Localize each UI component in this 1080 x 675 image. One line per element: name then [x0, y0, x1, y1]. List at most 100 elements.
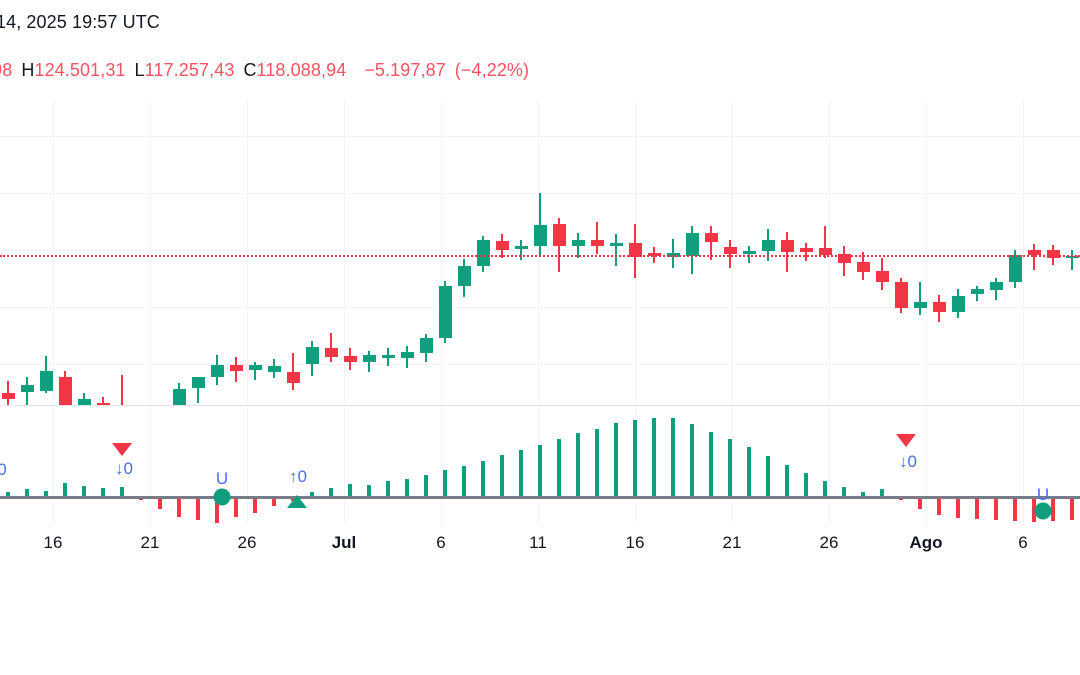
candle — [39, 100, 53, 405]
x-axis-tick-label: 21 — [140, 533, 160, 552]
candle — [932, 100, 946, 405]
candle-body — [609, 243, 623, 246]
candle-body — [1065, 256, 1079, 258]
current-price-line — [0, 255, 1080, 257]
gridline-vertical — [441, 100, 442, 405]
histogram-bar — [120, 487, 124, 497]
candle-body — [704, 233, 718, 242]
candle — [818, 100, 832, 405]
candle-body — [723, 247, 737, 254]
candle — [154, 100, 167, 405]
candle-body — [514, 246, 528, 249]
candle-wick — [102, 397, 104, 405]
ohlc-high-value: 124.501,31 — [34, 60, 126, 80]
candle — [419, 100, 433, 405]
histogram-bar — [101, 488, 105, 497]
gridline-vertical — [53, 407, 54, 525]
candle-body — [381, 355, 395, 358]
histogram-bar — [1051, 497, 1055, 521]
candle — [96, 100, 110, 405]
histogram-bar — [918, 497, 922, 509]
candle — [457, 100, 471, 405]
candle — [286, 100, 300, 405]
histogram-bar — [1032, 497, 1036, 522]
candle — [135, 100, 148, 405]
pane-separator — [0, 405, 1080, 406]
candle-body — [1, 393, 15, 399]
candle — [116, 100, 129, 405]
candle — [685, 100, 699, 405]
candle — [552, 100, 566, 405]
histogram-bar — [842, 487, 846, 497]
gridline-vertical — [344, 407, 345, 525]
candle — [989, 100, 1003, 405]
price-pane[interactable] — [0, 100, 1080, 405]
candle-body — [267, 366, 281, 372]
candle-wick — [121, 375, 123, 405]
gridline-horizontal — [0, 364, 1080, 365]
histogram-bar — [804, 473, 808, 497]
signal-label: U — [215, 469, 229, 488]
candle-body — [951, 296, 965, 312]
gridline-vertical — [926, 407, 927, 525]
candle-wick — [520, 240, 522, 260]
candle-body — [96, 403, 110, 405]
signal-label: U — [1036, 485, 1050, 504]
signal-dot-icon — [213, 488, 231, 506]
gridline-horizontal — [0, 136, 1080, 137]
candle-body — [780, 240, 794, 252]
candle — [324, 100, 338, 405]
x-axis-tick-label: Ago — [909, 533, 943, 552]
histogram-bar — [348, 484, 352, 497]
candle — [894, 100, 908, 405]
x-axis-tick-label: 11 — [529, 533, 547, 552]
ohlc-low-value: 117.257,43 — [144, 60, 235, 80]
gridline-vertical — [247, 407, 248, 525]
candle — [609, 100, 623, 405]
candle-body — [77, 399, 91, 405]
ohlc-change-absolute: −5.197,87 — [364, 60, 446, 80]
histogram-bar — [956, 497, 960, 518]
histogram-bar — [709, 432, 713, 497]
candle-body — [191, 377, 205, 388]
histogram-bar — [177, 497, 181, 517]
histogram-bar — [576, 433, 580, 497]
candle-body — [324, 348, 338, 357]
histogram-bar — [272, 497, 276, 506]
histogram-bar — [25, 489, 29, 497]
ohlc-close-value: 118.088,94 — [256, 60, 347, 80]
x-axis[interactable]: 16 21 26 Jul 6 11 16 21 26 Ago 6 — [0, 525, 1080, 565]
candle-wick — [292, 353, 294, 390]
histogram-bar — [519, 450, 523, 497]
histogram-bar — [253, 497, 257, 513]
candle-body — [248, 365, 262, 370]
candle — [381, 100, 395, 405]
candle-body — [913, 302, 927, 308]
candle-body — [476, 240, 490, 266]
x-axis-tick-label: 21 — [722, 533, 742, 552]
candle-body — [875, 271, 889, 282]
signal-label: ↓0 — [115, 459, 133, 478]
histogram-bar — [747, 447, 751, 497]
ohlc-close-label: C — [243, 60, 257, 80]
x-axis-tick-label: 26 — [237, 533, 257, 552]
gridline-vertical — [926, 100, 927, 405]
candle — [913, 100, 927, 405]
candle-body — [229, 365, 243, 371]
x-axis-tick-label: 16 — [625, 533, 645, 552]
histogram-bar — [671, 418, 675, 497]
candle-body — [39, 371, 53, 391]
histogram-bar — [880, 489, 884, 497]
candle — [248, 100, 262, 405]
candle-wick — [710, 226, 712, 260]
indicator-pane[interactable]: 0 ↓0 U ↑0 ↓0 U — [0, 407, 1080, 525]
gridline-vertical — [150, 100, 151, 405]
candle — [305, 100, 319, 405]
ohlc-legend: O98H124.501,31L117.257,43C118.088,94−5.1… — [0, 60, 529, 81]
candle-wick — [596, 222, 598, 254]
histogram-bar — [823, 481, 827, 497]
gridline-vertical — [732, 407, 733, 525]
candle-wick — [615, 234, 617, 266]
candle — [267, 100, 281, 405]
